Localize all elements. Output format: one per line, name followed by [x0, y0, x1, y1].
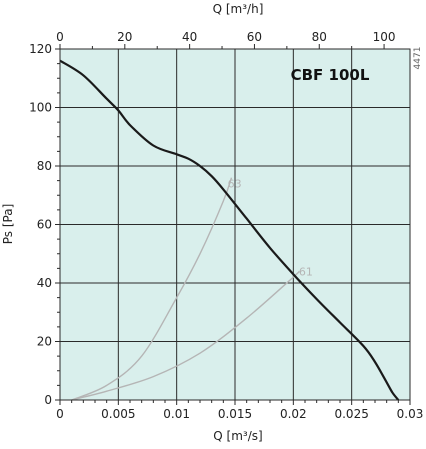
- x-tick-label: 0.015: [218, 407, 252, 421]
- x-tick-label: 0.01: [163, 407, 190, 421]
- x2-tick-label: 40: [182, 30, 197, 44]
- system-curve-label: 61: [299, 265, 313, 278]
- y-axis-ticks: 0 20 40 60 80 100 120: [29, 42, 60, 407]
- x-axis-label-top: Q [m³/h]: [213, 2, 264, 16]
- system-curves: 63 61: [71, 177, 313, 401]
- y-tick-label: 20: [37, 335, 52, 349]
- y-tick-label: 120: [29, 42, 52, 56]
- x-tick-label: 0.025: [334, 407, 368, 421]
- x-axis-label-bottom: Q [m³/s]: [213, 429, 262, 443]
- x-axis-ticks-bottom: 0 0.005 0.01 0.015 0.02 0.025 0.03: [56, 400, 423, 421]
- y-tick-label: 100: [29, 101, 52, 115]
- x2-tick-label: 80: [312, 30, 327, 44]
- y-tick-label: 0: [44, 393, 52, 407]
- x-tick-label: 0.03: [397, 407, 424, 421]
- x2-tick-label: 100: [373, 30, 396, 44]
- y-tick-label: 40: [37, 276, 52, 290]
- x2-tick-label: 60: [247, 30, 262, 44]
- x2-tick-label: 20: [117, 30, 132, 44]
- system-curve-63: [71, 177, 233, 401]
- fan-curve: [59, 59, 400, 401]
- x2-tick-label: 0: [56, 30, 64, 44]
- grid-lines: [60, 49, 410, 400]
- y-axis-label: Ps [Pa]: [1, 204, 15, 245]
- plot-frame: [59, 48, 411, 401]
- y-tick-label: 60: [37, 218, 52, 232]
- chart-title: CBF 100L: [291, 66, 370, 84]
- x-tick-label: 0: [56, 407, 64, 421]
- x-tick-label: 0.005: [101, 407, 135, 421]
- system-curve-label: 63: [228, 178, 242, 191]
- x-axis-ticks-top: 0 20 40 60 80 100: [56, 30, 396, 49]
- side-label: 4471: [413, 47, 423, 70]
- system-curve-61: [71, 270, 300, 401]
- x-tick-label: 0.02: [280, 407, 307, 421]
- y-tick-label: 80: [37, 159, 52, 173]
